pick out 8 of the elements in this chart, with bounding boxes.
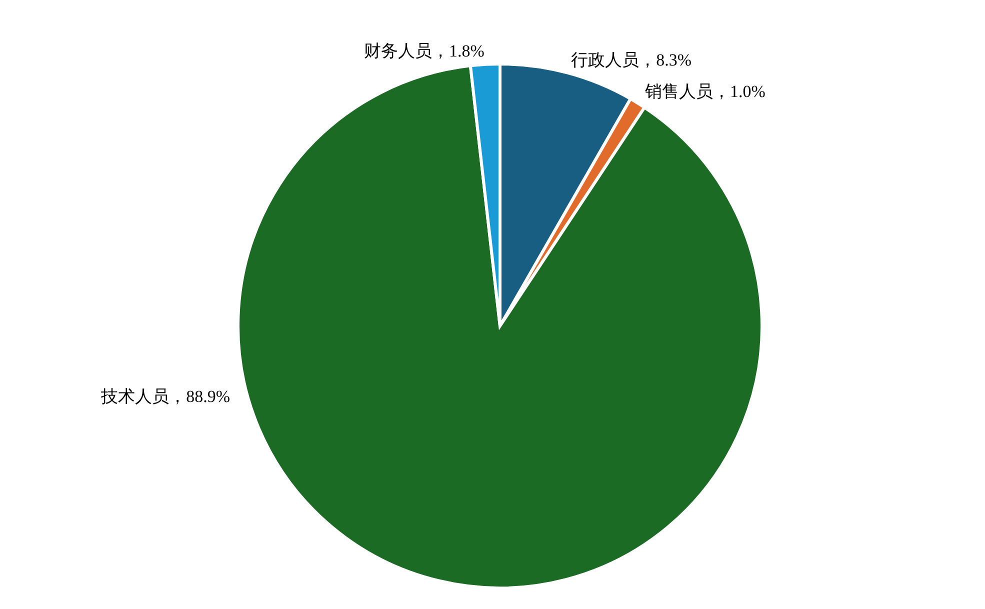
data-label: ，88.9%	[169, 386, 230, 406]
data-label: ，1.8%	[432, 41, 484, 60]
slice-label: 财务人员	[364, 41, 432, 60]
slice-label: 行政人员	[571, 50, 640, 70]
slice-label: 技术人员	[100, 386, 170, 406]
data-label: ，1.0%	[712, 82, 766, 102]
data-label: ，8.3%	[639, 50, 692, 70]
slice-label: 销售人员	[644, 82, 713, 102]
